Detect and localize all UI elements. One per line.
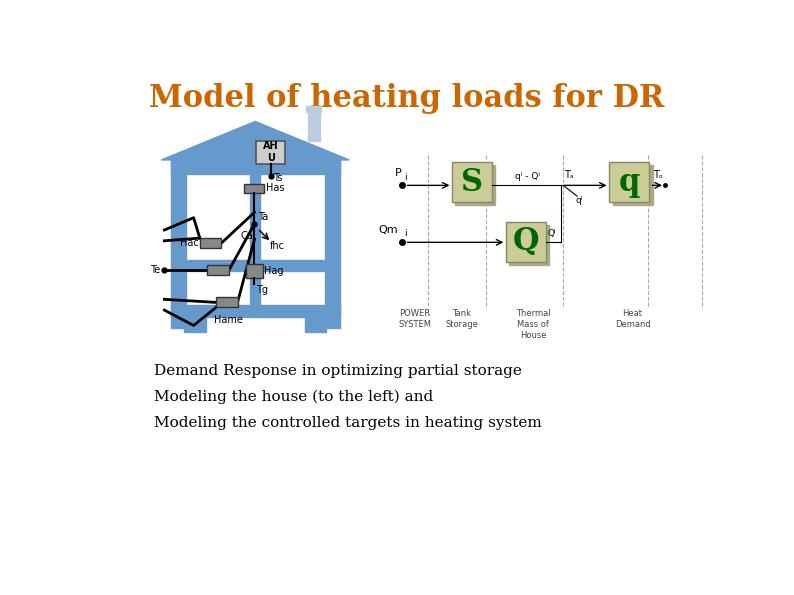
Bar <box>256 140 285 164</box>
Text: Hag: Hag <box>264 266 284 276</box>
Text: Tₒ: Tₒ <box>653 170 662 180</box>
Bar <box>612 165 653 205</box>
Text: Tₐ: Tₐ <box>564 170 573 180</box>
Text: Hac: Hac <box>179 238 198 248</box>
Text: Te: Te <box>150 265 160 275</box>
Text: Model of heating loads for DR: Model of heating loads for DR <box>149 83 665 114</box>
Bar <box>306 106 322 112</box>
Text: S: S <box>461 167 484 198</box>
Bar <box>171 158 186 328</box>
Text: P: P <box>395 168 402 178</box>
Bar <box>207 265 229 275</box>
Bar <box>507 221 546 262</box>
Text: Q: Q <box>513 226 540 257</box>
Text: i: i <box>404 173 407 181</box>
Text: Ta: Ta <box>257 212 268 223</box>
Text: Tg: Tg <box>256 284 268 295</box>
Bar <box>307 110 320 140</box>
Text: Ca: Ca <box>241 231 253 241</box>
Bar <box>200 238 222 248</box>
Bar <box>250 173 260 304</box>
Text: Qm: Qm <box>379 226 399 236</box>
Text: AH
U: AH U <box>263 142 279 163</box>
Text: Modeling the controlled targets in heating system: Modeling the controlled targets in heati… <box>153 415 542 430</box>
Bar <box>171 158 340 174</box>
Text: Heat
Demand: Heat Demand <box>615 309 650 328</box>
Polygon shape <box>161 121 349 160</box>
Bar <box>509 225 549 265</box>
Bar <box>456 165 495 205</box>
Bar <box>246 264 263 278</box>
Text: Qᴵ: Qᴵ <box>548 228 557 238</box>
Bar <box>171 305 340 317</box>
Text: qᴵ - Qᴵ: qᴵ - Qᴵ <box>515 172 540 181</box>
Text: fhc: fhc <box>270 241 285 251</box>
Text: Ts: Ts <box>273 173 283 183</box>
Text: POWER
SYSTEM: POWER SYSTEM <box>398 309 431 328</box>
Text: Hame: Hame <box>214 315 243 325</box>
Text: i: i <box>404 230 407 239</box>
Bar <box>325 158 340 328</box>
Text: Modeling the house (to the left) and: Modeling the house (to the left) and <box>153 389 433 404</box>
Text: Demand Response in optimizing partial storage: Demand Response in optimizing partial st… <box>153 364 522 378</box>
Bar <box>305 317 326 333</box>
Bar <box>216 298 237 308</box>
Bar <box>184 317 206 333</box>
Text: q: q <box>619 167 640 198</box>
Bar <box>186 260 325 271</box>
Text: Has: Has <box>266 183 284 193</box>
Text: Thermal
Mass of
House: Thermal Mass of House <box>516 309 550 340</box>
Bar <box>610 162 649 202</box>
Text: qᴵ: qᴵ <box>576 196 583 205</box>
Bar <box>453 162 492 202</box>
Text: Tank
Storage: Tank Storage <box>445 309 478 328</box>
Bar <box>245 184 264 193</box>
